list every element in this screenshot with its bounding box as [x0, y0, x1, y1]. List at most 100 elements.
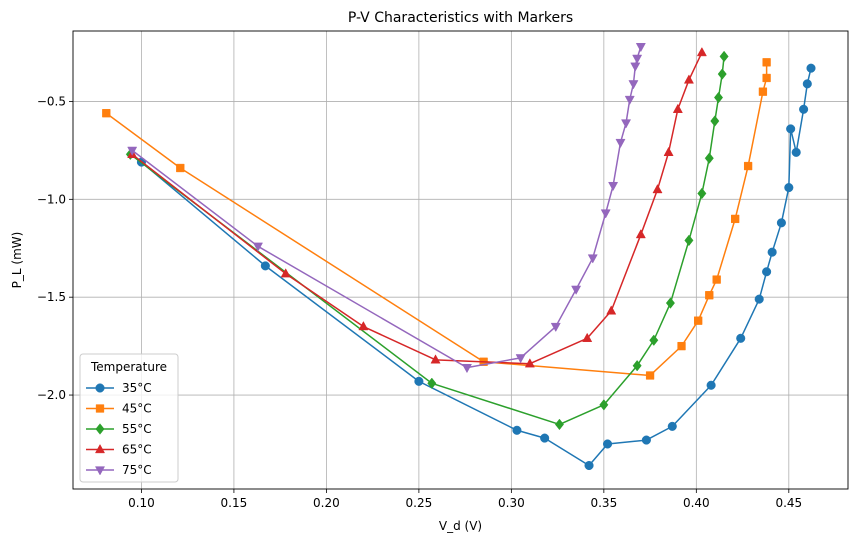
legend-entry: 45°C — [86, 402, 152, 416]
data-point — [635, 43, 646, 53]
data-point — [649, 334, 659, 346]
data-point — [762, 267, 772, 277]
data-point — [461, 363, 472, 374]
data-point — [762, 58, 771, 67]
legend-marker — [95, 423, 105, 435]
plot-frame — [72, 30, 849, 490]
legend-entries: 35°C 45°C 55°C 65°C 75°C — [86, 381, 152, 477]
data-point — [628, 80, 639, 90]
data-point — [762, 73, 771, 83]
data-point — [624, 95, 635, 106]
legend-label: 75°C — [122, 463, 152, 477]
data-point — [102, 109, 111, 118]
y-tick-label: −1.0 — [37, 192, 66, 206]
data-point — [672, 103, 683, 113]
data-point — [717, 68, 727, 80]
legend-marker — [94, 466, 106, 476]
data-point — [602, 439, 613, 449]
data-point — [652, 184, 663, 194]
legend: Temperature 35°C 45°C 55°C 65°C 75°C — [79, 353, 179, 483]
x-tick-label: 0.45 — [775, 496, 802, 510]
data-point — [252, 242, 263, 252]
x-tick-label: 0.10 — [128, 496, 155, 510]
y-tick-label: −0.5 — [37, 94, 66, 108]
data-point — [667, 421, 677, 431]
data-point — [641, 435, 651, 445]
data-point — [540, 433, 550, 443]
legend-marker — [95, 383, 105, 393]
data-point — [736, 333, 746, 343]
data-point — [710, 115, 720, 127]
data-point — [776, 218, 786, 228]
plot-series — [102, 43, 816, 471]
legend-marker — [94, 443, 106, 454]
x-tick-label: 0.25 — [406, 496, 433, 510]
legend-marker — [95, 404, 105, 413]
x-tick-label: 0.35 — [590, 496, 617, 510]
legend-title: Temperature — [90, 360, 167, 374]
data-point — [683, 74, 694, 84]
data-point — [515, 354, 526, 364]
data-point — [635, 229, 646, 239]
data-point — [704, 152, 714, 164]
data-point — [663, 146, 674, 157]
data-point — [632, 54, 643, 64]
data-point — [705, 291, 714, 300]
data-point — [645, 371, 655, 380]
series-line — [140, 68, 812, 467]
data-point — [754, 294, 764, 304]
data-point — [550, 322, 561, 333]
legend-label: 65°C — [122, 443, 152, 457]
legend-entry: 65°C — [86, 443, 152, 457]
data-point — [684, 234, 694, 247]
data-point — [512, 425, 522, 435]
data-point — [427, 377, 437, 390]
data-point — [554, 418, 564, 431]
chart-title: P-V Characteristics with Markers — [348, 10, 573, 26]
x-axis-label: V_d (V) — [439, 519, 482, 533]
data-point — [571, 285, 582, 295]
data-point — [600, 209, 611, 219]
series-line — [105, 62, 768, 377]
legend-label: 35°C — [122, 381, 152, 395]
data-point — [630, 62, 641, 72]
data-point — [280, 268, 291, 278]
data-point — [587, 254, 598, 264]
data-point — [608, 181, 619, 192]
y-axis-label: P_L (mW) — [10, 232, 24, 289]
data-point — [358, 321, 369, 331]
data-point — [791, 147, 801, 157]
data-point — [706, 380, 716, 390]
data-point — [615, 138, 626, 149]
legend-label: 55°C — [122, 422, 152, 436]
x-tick-label: 0.40 — [683, 496, 710, 510]
data-point — [677, 341, 686, 351]
data-point — [712, 275, 721, 284]
x-tick-label: 0.15 — [221, 496, 248, 510]
y-tick-label: −2.0 — [37, 388, 66, 402]
data-point — [176, 163, 185, 173]
data-point — [599, 399, 609, 411]
data-point — [665, 297, 675, 309]
data-point — [802, 79, 812, 89]
data-point — [806, 63, 816, 73]
series-line — [131, 52, 703, 365]
data-point — [696, 47, 707, 57]
data-point — [430, 354, 441, 364]
series-4 — [127, 43, 646, 374]
series-3 — [127, 47, 707, 368]
legend-entry: 35°C — [86, 381, 152, 395]
legend-entry: 75°C — [86, 463, 152, 477]
legend-entry: 55°C — [86, 422, 152, 436]
series-1 — [102, 58, 771, 380]
gridlines — [73, 31, 848, 489]
data-point — [524, 358, 535, 368]
axis-ticks: 0.10 0.15 0.20 0.25 0.30 0.35 0.40 0.45 −2.0 −1.5… — [37, 94, 802, 510]
data-point — [719, 50, 729, 63]
data-point — [758, 87, 768, 96]
data-point — [743, 161, 753, 171]
data-point — [799, 104, 809, 114]
data-point — [697, 187, 707, 200]
x-tick-label: 0.30 — [498, 496, 525, 510]
